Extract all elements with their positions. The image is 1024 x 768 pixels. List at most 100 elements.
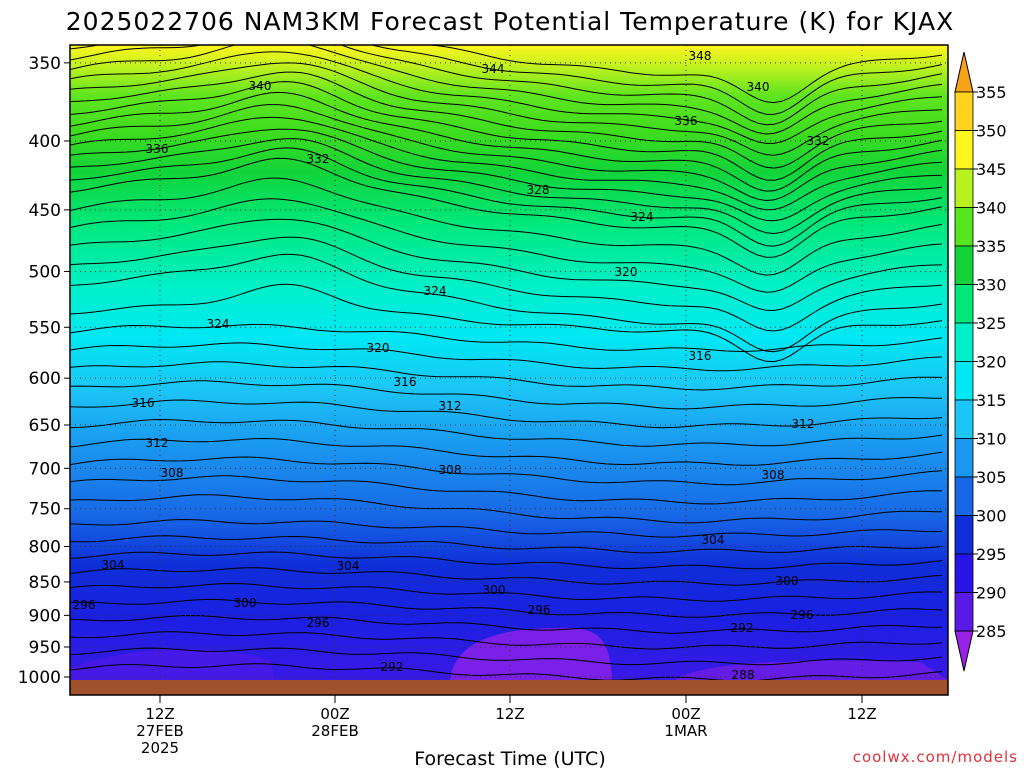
colorbar-swatch <box>954 207 974 247</box>
x-tick-label: 12Z <box>145 705 174 723</box>
colorbar: 355 350 345 340 335 330 325 320 315 310 305 300 295 2… <box>954 51 1007 672</box>
contour-line <box>70 116 943 211</box>
contour-label: 316 <box>689 349 712 363</box>
contour-label: 324 <box>424 284 447 298</box>
colorbar-swatch <box>954 515 974 555</box>
x-tick-label: 1MAR <box>664 722 707 740</box>
y-tick-label: 900 <box>29 606 61 626</box>
theta-field <box>70 45 948 680</box>
contour-label: 328 <box>527 183 550 197</box>
colorbar-swatch <box>954 476 974 516</box>
contour-line <box>425 45 943 104</box>
y-tick-label: 400 <box>29 132 61 152</box>
cold-pocket-left <box>70 648 275 680</box>
credit-text: coolwx.com/models <box>853 748 1018 766</box>
contour-label: 324 <box>631 210 654 224</box>
y-tick-label: 1000 <box>18 668 61 688</box>
contour-line <box>70 582 943 602</box>
y-tick-label: 350 <box>29 54 61 74</box>
grid-lines <box>70 45 948 680</box>
contour-label: 320 <box>367 341 390 355</box>
contour-line <box>70 62 943 156</box>
colorbar-swatch <box>954 438 974 478</box>
contour-line <box>70 418 943 447</box>
contour-line <box>70 380 942 410</box>
contour-label: 340 <box>747 80 770 94</box>
colorbar-tick-label: 340 <box>976 199 1007 218</box>
contour-line <box>70 437 943 466</box>
contour-line <box>70 177 943 276</box>
contour-label: 332 <box>807 134 830 148</box>
contour-line <box>70 198 943 293</box>
contour-line <box>70 218 943 312</box>
y-tick-label: 600 <box>29 369 61 389</box>
x-tick-label: 12Z <box>847 705 876 723</box>
contour-label: 308 <box>439 463 462 477</box>
colorbar-tick-label: 330 <box>976 276 1007 295</box>
contour-label: 316 <box>132 396 155 410</box>
colorbar-tick-label: 285 <box>976 622 1007 641</box>
contour-line <box>70 399 943 429</box>
colorbar-tick-label: 355 <box>976 83 1007 102</box>
contour-line <box>70 71 943 169</box>
colorbar-tick-label: 310 <box>976 430 1007 449</box>
contour-labels: 348 344 340 340 336 336 332 332 328 324 324 324 320 3… <box>73 49 830 682</box>
x-tick-label: 00Z <box>671 705 700 723</box>
contour-line <box>70 45 943 115</box>
colorbar-swatch <box>954 91 974 131</box>
contour-label: 316 <box>394 375 417 389</box>
contour-line <box>70 81 943 181</box>
contour-label: 296 <box>73 598 96 612</box>
colorbar-tick-label: 300 <box>976 507 1007 526</box>
contour-label: 336 <box>146 142 169 156</box>
colorbar-tick-label: 305 <box>976 468 1007 487</box>
contour-label: 304 <box>102 558 125 572</box>
plot-area: 348 344 340 340 336 336 332 332 328 324 324 324 320 3… <box>70 45 948 682</box>
contour-line <box>70 157 943 258</box>
contour-label: 344 <box>482 62 505 76</box>
contour-label: 312 <box>792 417 815 431</box>
contour-line <box>70 567 943 586</box>
plot-frame <box>69 44 949 696</box>
colorbar-swatch <box>954 361 974 401</box>
contour-label: 308 <box>762 468 785 482</box>
x-tick-label: 2025 <box>141 739 179 757</box>
x-tick-label: 00Z <box>320 705 349 723</box>
contour-line <box>70 518 943 538</box>
colorbar-tick-label: 335 <box>976 237 1007 256</box>
contour-label: 304 <box>337 559 360 573</box>
contour-line <box>70 147 943 247</box>
colorbar-swatch <box>954 245 974 285</box>
contour-line <box>70 236 943 332</box>
contour-label: 296 <box>528 603 551 617</box>
colorbar-tick-label: 295 <box>976 545 1007 564</box>
cold-pocket-right <box>675 660 948 680</box>
contour-line <box>70 45 943 126</box>
contour-label: 292 <box>731 621 754 635</box>
contour-lines <box>70 45 943 680</box>
contour-line <box>70 342 943 372</box>
contour-label: 288 <box>732 668 755 682</box>
contour-line <box>70 103 943 202</box>
y-tick-label: 800 <box>29 537 61 557</box>
y-tick-label: 450 <box>29 201 61 221</box>
colorbar-tick-label: 290 <box>976 584 1007 603</box>
contour-line <box>70 614 942 634</box>
colorbar-tick-label: 325 <box>976 314 1007 333</box>
contour-label: 332 <box>307 152 330 166</box>
contour-label: 312 <box>439 399 462 413</box>
contour-label: 324 <box>207 317 230 331</box>
contour-line <box>70 535 943 554</box>
chart-title: 2025022706 NAM3KM Forecast Potential Tem… <box>66 7 954 36</box>
contour-line <box>70 647 943 666</box>
contour-line <box>70 494 943 524</box>
y-axis: 2503003504004505005506006507007508008509… <box>18 54 70 688</box>
contour-label: 296 <box>791 608 814 622</box>
colorbar-swatch <box>954 592 974 632</box>
contour-label: 340 <box>249 79 272 93</box>
contour-line <box>70 51 943 144</box>
y-tick-label: 550 <box>29 318 61 338</box>
contour-label: 336 <box>675 114 698 128</box>
y-tick-label: 500 <box>29 263 61 283</box>
